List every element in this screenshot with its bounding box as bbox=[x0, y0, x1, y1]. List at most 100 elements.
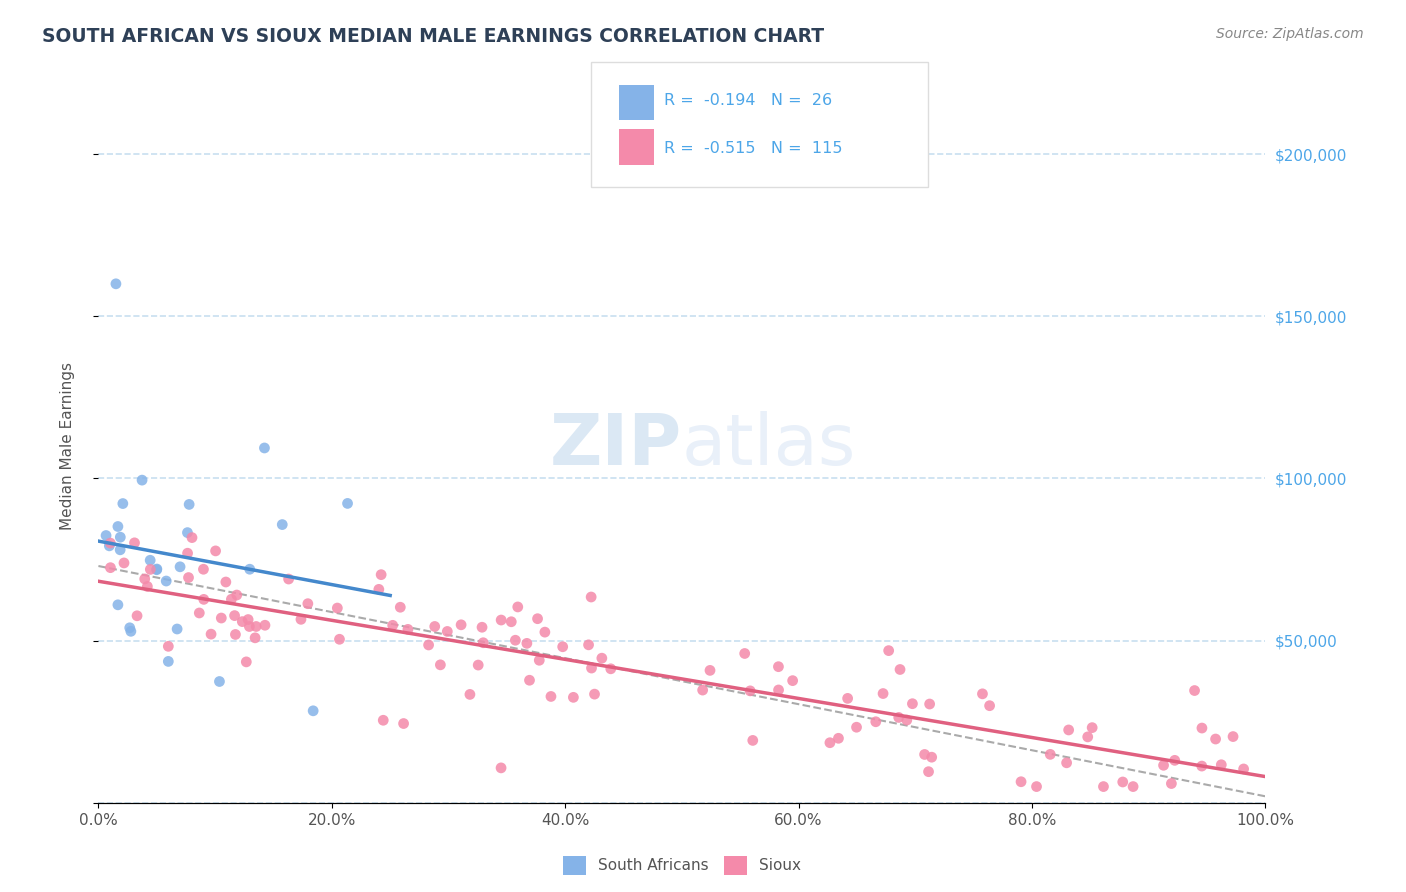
Point bbox=[418, 638, 440, 652]
Point bbox=[1039, 747, 1062, 762]
Point bbox=[370, 567, 392, 582]
Point bbox=[534, 625, 557, 640]
Point bbox=[193, 562, 215, 576]
Point bbox=[120, 624, 142, 639]
Point bbox=[887, 710, 910, 724]
Text: atlas: atlas bbox=[682, 411, 856, 481]
Point bbox=[271, 517, 294, 532]
Point bbox=[221, 592, 243, 607]
Point bbox=[1153, 758, 1175, 772]
Point bbox=[741, 733, 763, 747]
Point bbox=[134, 572, 156, 586]
Point bbox=[889, 663, 911, 677]
Point bbox=[818, 736, 841, 750]
Point bbox=[188, 606, 211, 620]
Point bbox=[94, 528, 117, 542]
Point bbox=[107, 519, 129, 533]
Point bbox=[914, 747, 936, 762]
Point bbox=[193, 592, 215, 607]
Point bbox=[599, 662, 621, 676]
Point bbox=[155, 574, 177, 588]
Text: R =  -0.515   N =  115: R = -0.515 N = 115 bbox=[664, 142, 842, 156]
Point bbox=[336, 496, 359, 510]
Point bbox=[450, 617, 472, 632]
Point bbox=[1164, 753, 1187, 767]
Point bbox=[181, 531, 204, 545]
Point bbox=[107, 598, 129, 612]
Point bbox=[837, 691, 859, 706]
Point bbox=[239, 562, 262, 576]
Point bbox=[166, 622, 188, 636]
Point bbox=[1211, 757, 1233, 772]
Point bbox=[389, 600, 412, 615]
Text: R =  -0.194   N =  26: R = -0.194 N = 26 bbox=[664, 94, 832, 108]
Point bbox=[1160, 776, 1182, 790]
Point bbox=[1025, 780, 1047, 794]
Point bbox=[1233, 762, 1256, 776]
Point bbox=[238, 619, 260, 633]
Point bbox=[516, 636, 538, 650]
Point bbox=[1077, 730, 1099, 744]
Legend: South Africans, Sioux: South Africans, Sioux bbox=[557, 850, 807, 880]
Point bbox=[489, 761, 512, 775]
Y-axis label: Median Male Earnings: Median Male Earnings bbox=[60, 362, 75, 530]
Point bbox=[583, 687, 606, 701]
Point bbox=[1184, 683, 1206, 698]
Point bbox=[225, 588, 247, 602]
Point bbox=[699, 664, 721, 678]
Point bbox=[501, 615, 523, 629]
Point bbox=[110, 530, 132, 544]
Point bbox=[253, 618, 276, 632]
Point bbox=[381, 618, 404, 632]
Text: SOUTH AFRICAN VS SIOUX MEDIAN MALE EARNINGS CORRELATION CHART: SOUTH AFRICAN VS SIOUX MEDIAN MALE EARNI… bbox=[42, 27, 824, 45]
Point bbox=[551, 640, 574, 654]
Point bbox=[467, 658, 489, 673]
Point bbox=[1191, 759, 1213, 773]
Point bbox=[98, 536, 121, 550]
Point bbox=[245, 619, 267, 633]
Text: Source: ZipAtlas.com: Source: ZipAtlas.com bbox=[1216, 27, 1364, 41]
Point bbox=[529, 653, 551, 667]
Point bbox=[146, 562, 169, 576]
Point bbox=[918, 697, 941, 711]
Point bbox=[1222, 730, 1244, 744]
Point bbox=[505, 633, 527, 648]
Point bbox=[921, 750, 943, 764]
Point bbox=[1010, 774, 1032, 789]
Point bbox=[1092, 780, 1115, 794]
Point bbox=[740, 684, 762, 698]
Point bbox=[489, 613, 512, 627]
Point bbox=[1205, 732, 1227, 747]
Point bbox=[139, 553, 162, 567]
Point bbox=[224, 627, 246, 641]
Point bbox=[208, 674, 231, 689]
Point bbox=[768, 659, 790, 673]
Point bbox=[579, 590, 602, 604]
Point bbox=[243, 631, 266, 645]
Point bbox=[111, 497, 134, 511]
Point bbox=[768, 683, 790, 698]
Point bbox=[436, 624, 458, 639]
Point bbox=[302, 704, 325, 718]
Point bbox=[578, 638, 600, 652]
Point bbox=[176, 525, 198, 540]
Point bbox=[209, 611, 232, 625]
Point bbox=[139, 562, 162, 576]
Point bbox=[734, 647, 756, 661]
Point bbox=[591, 651, 613, 665]
Point bbox=[506, 599, 529, 614]
Point bbox=[979, 698, 1001, 713]
Point bbox=[896, 713, 918, 727]
Point bbox=[845, 720, 868, 734]
Point bbox=[236, 613, 259, 627]
Point bbox=[865, 714, 887, 729]
Point bbox=[253, 441, 276, 455]
Point bbox=[328, 632, 350, 647]
Point bbox=[108, 542, 131, 557]
Point bbox=[526, 612, 548, 626]
Point bbox=[169, 559, 191, 574]
Point bbox=[877, 643, 900, 657]
Point bbox=[277, 572, 299, 586]
Point bbox=[901, 697, 924, 711]
Point bbox=[972, 687, 994, 701]
